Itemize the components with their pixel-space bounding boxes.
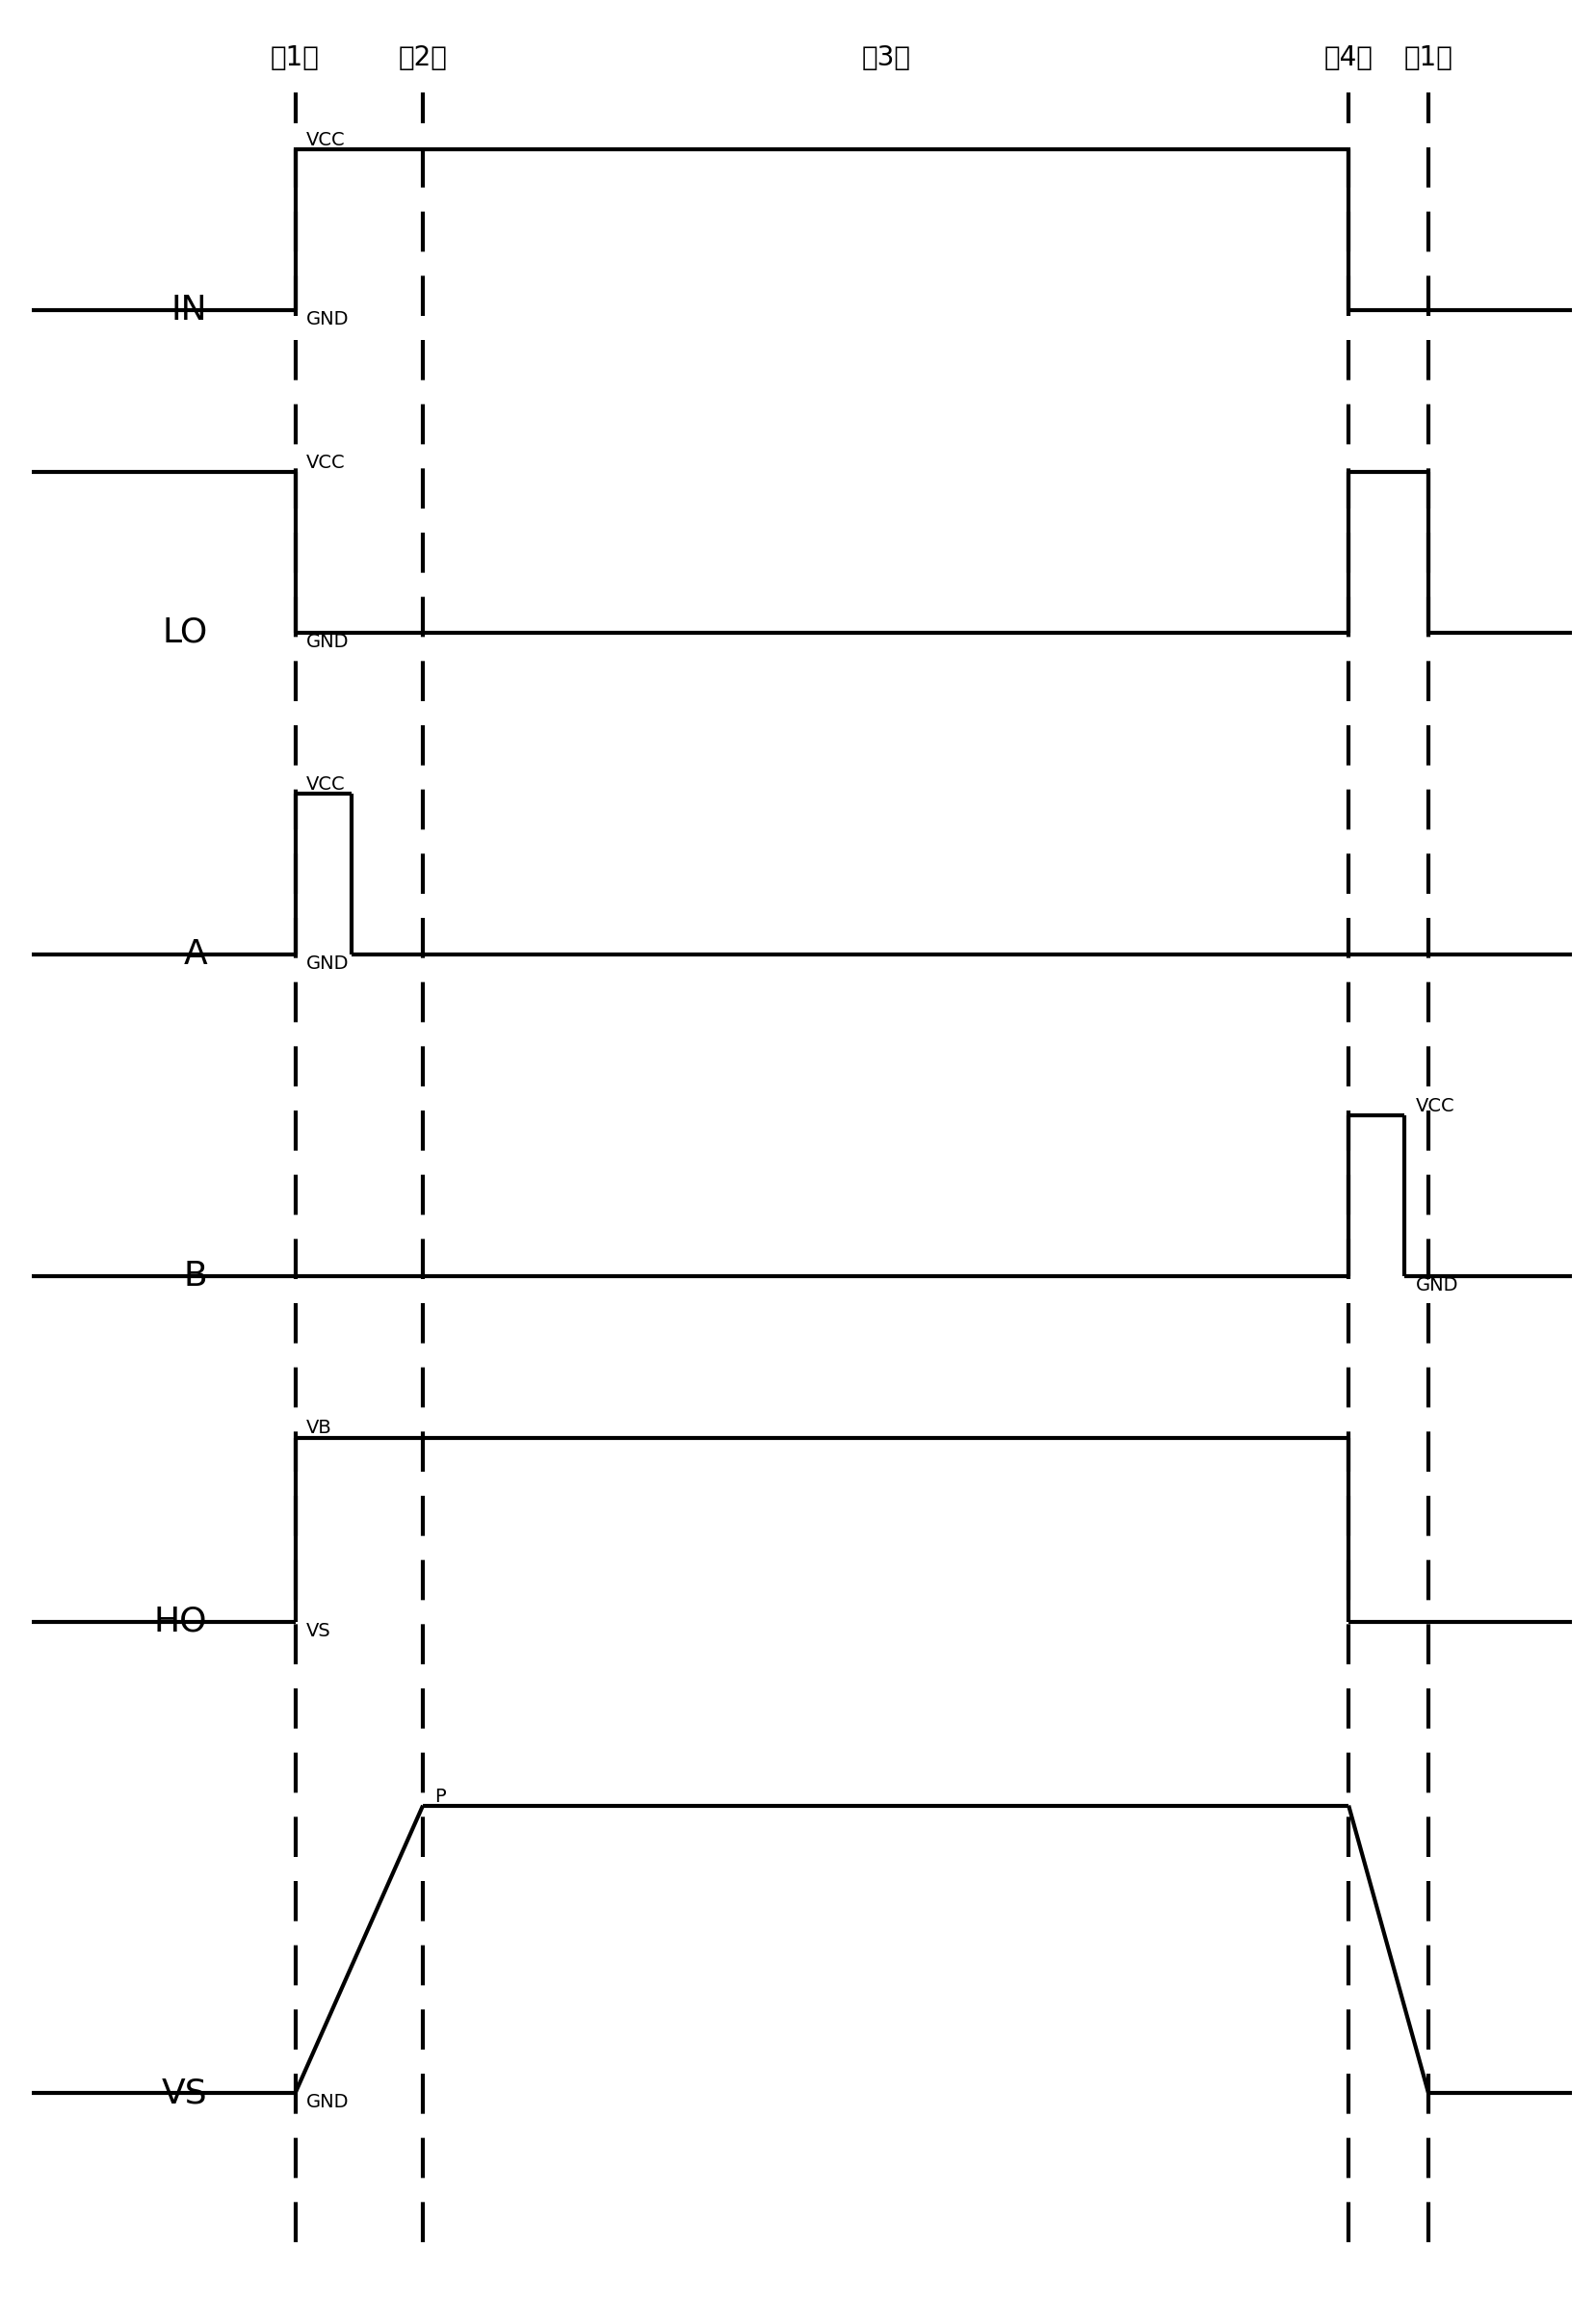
Text: VCC: VCC — [306, 775, 346, 794]
Text: LO: LO — [161, 616, 207, 649]
Text: HO: HO — [155, 1605, 207, 1638]
Text: VCC: VCC — [306, 131, 346, 150]
Text: P: P — [434, 1787, 445, 1806]
Text: VS: VS — [161, 2077, 207, 2109]
Text: GND: GND — [306, 310, 350, 329]
Text: GND: GND — [1416, 1277, 1459, 1295]
Text: （1）: （1） — [271, 44, 319, 71]
Text: VB: VB — [306, 1419, 332, 1438]
Text: （4）: （4） — [1325, 44, 1373, 71]
Text: （2）: （2） — [399, 44, 447, 71]
Text: VCC: VCC — [1416, 1097, 1456, 1116]
Text: VCC: VCC — [306, 453, 346, 472]
Text: VS: VS — [306, 1622, 332, 1640]
Text: GND: GND — [306, 2093, 350, 2111]
Text: GND: GND — [306, 954, 350, 973]
Text: GND: GND — [306, 633, 350, 651]
Text: B: B — [184, 1260, 207, 1293]
Text: （1）: （1） — [1404, 44, 1452, 71]
Text: A: A — [184, 938, 207, 971]
Text: IN: IN — [171, 294, 207, 327]
Text: （3）: （3） — [862, 44, 910, 71]
